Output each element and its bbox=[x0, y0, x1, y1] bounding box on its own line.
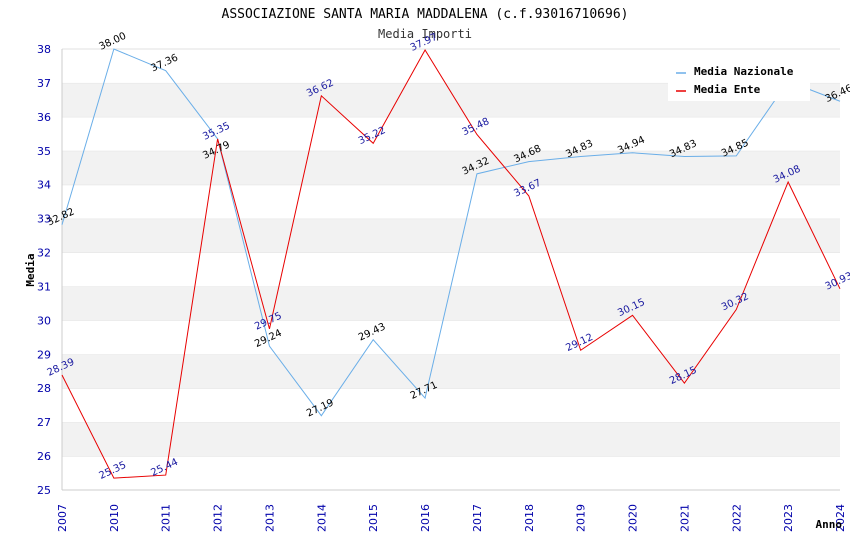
grid-band bbox=[62, 218, 840, 253]
x-tick-label: 2014 bbox=[315, 504, 328, 532]
y-tick-label: 34 bbox=[37, 179, 51, 192]
legend: Media Nazionale Media Ente bbox=[668, 59, 810, 101]
legend-label-media-nazionale: Media Nazionale bbox=[694, 65, 794, 78]
y-axis-ticks: 25 26 27 28 29 30 31 32 33 34 35 36 37 38 bbox=[37, 43, 51, 497]
x-tick-label: 2021 bbox=[678, 504, 691, 532]
grid-band bbox=[62, 456, 840, 490]
chart-subtitle: Media Importi bbox=[378, 27, 472, 41]
x-tick-label: 2023 bbox=[782, 504, 795, 532]
grid-band bbox=[62, 184, 840, 219]
x-axis-ticks: 2007 2010 2011 2012 2013 2014 2015 2016 2017 2018… bbox=[56, 504, 847, 532]
x-tick-label: 2022 bbox=[730, 504, 743, 532]
y-tick-label: 27 bbox=[37, 416, 51, 429]
x-tick-label: 2018 bbox=[523, 504, 536, 532]
x-tick-label: 2012 bbox=[212, 504, 225, 532]
y-tick-label: 35 bbox=[37, 145, 51, 158]
legend-box bbox=[668, 59, 810, 101]
y-tick-label: 25 bbox=[37, 484, 51, 497]
grid-band bbox=[62, 116, 840, 151]
grid-band bbox=[62, 422, 840, 457]
y-axis-label: Media bbox=[24, 253, 37, 286]
grid-bands bbox=[61, 48, 840, 491]
grid-band bbox=[62, 252, 840, 287]
y-tick-label: 38 bbox=[37, 43, 51, 56]
y-tick-label: 33 bbox=[37, 213, 51, 226]
y-tick-label: 29 bbox=[37, 348, 51, 361]
x-tick-label: 2007 bbox=[56, 504, 69, 532]
x-tick-label: 2011 bbox=[160, 504, 173, 532]
y-tick-label: 31 bbox=[37, 280, 51, 293]
x-tick-label: 2019 bbox=[575, 504, 588, 532]
x-axis-label: Anno bbox=[816, 518, 843, 531]
y-tick-label: 37 bbox=[37, 77, 51, 90]
y-tick-label: 36 bbox=[37, 111, 51, 124]
legend-label-media-ente: Media Ente bbox=[694, 83, 761, 96]
y-tick-label: 28 bbox=[37, 382, 51, 395]
x-tick-label: 2010 bbox=[108, 504, 121, 532]
grid-band bbox=[62, 354, 840, 389]
y-tick-label: 26 bbox=[37, 450, 51, 463]
grid-band bbox=[62, 388, 840, 423]
y-tick-label: 32 bbox=[37, 247, 51, 260]
series-lines bbox=[61, 48, 841, 479]
x-tick-label: 2013 bbox=[263, 504, 276, 532]
series-line-media-ente bbox=[61, 49, 841, 479]
series-line-media-nazionale bbox=[61, 48, 841, 417]
chart-title: ASSOCIAZIONE SANTA MARIA MADDALENA (c.f.… bbox=[222, 7, 629, 22]
x-tick-label: 2024 bbox=[834, 504, 847, 532]
grid-band bbox=[62, 286, 840, 321]
grid-band bbox=[62, 320, 840, 355]
x-tick-label: 2017 bbox=[471, 504, 484, 532]
x-tick-label: 2015 bbox=[367, 504, 380, 532]
x-tick-label: 2016 bbox=[419, 504, 432, 532]
y-tick-label: 30 bbox=[37, 314, 51, 327]
x-tick-label: 2020 bbox=[627, 504, 640, 532]
